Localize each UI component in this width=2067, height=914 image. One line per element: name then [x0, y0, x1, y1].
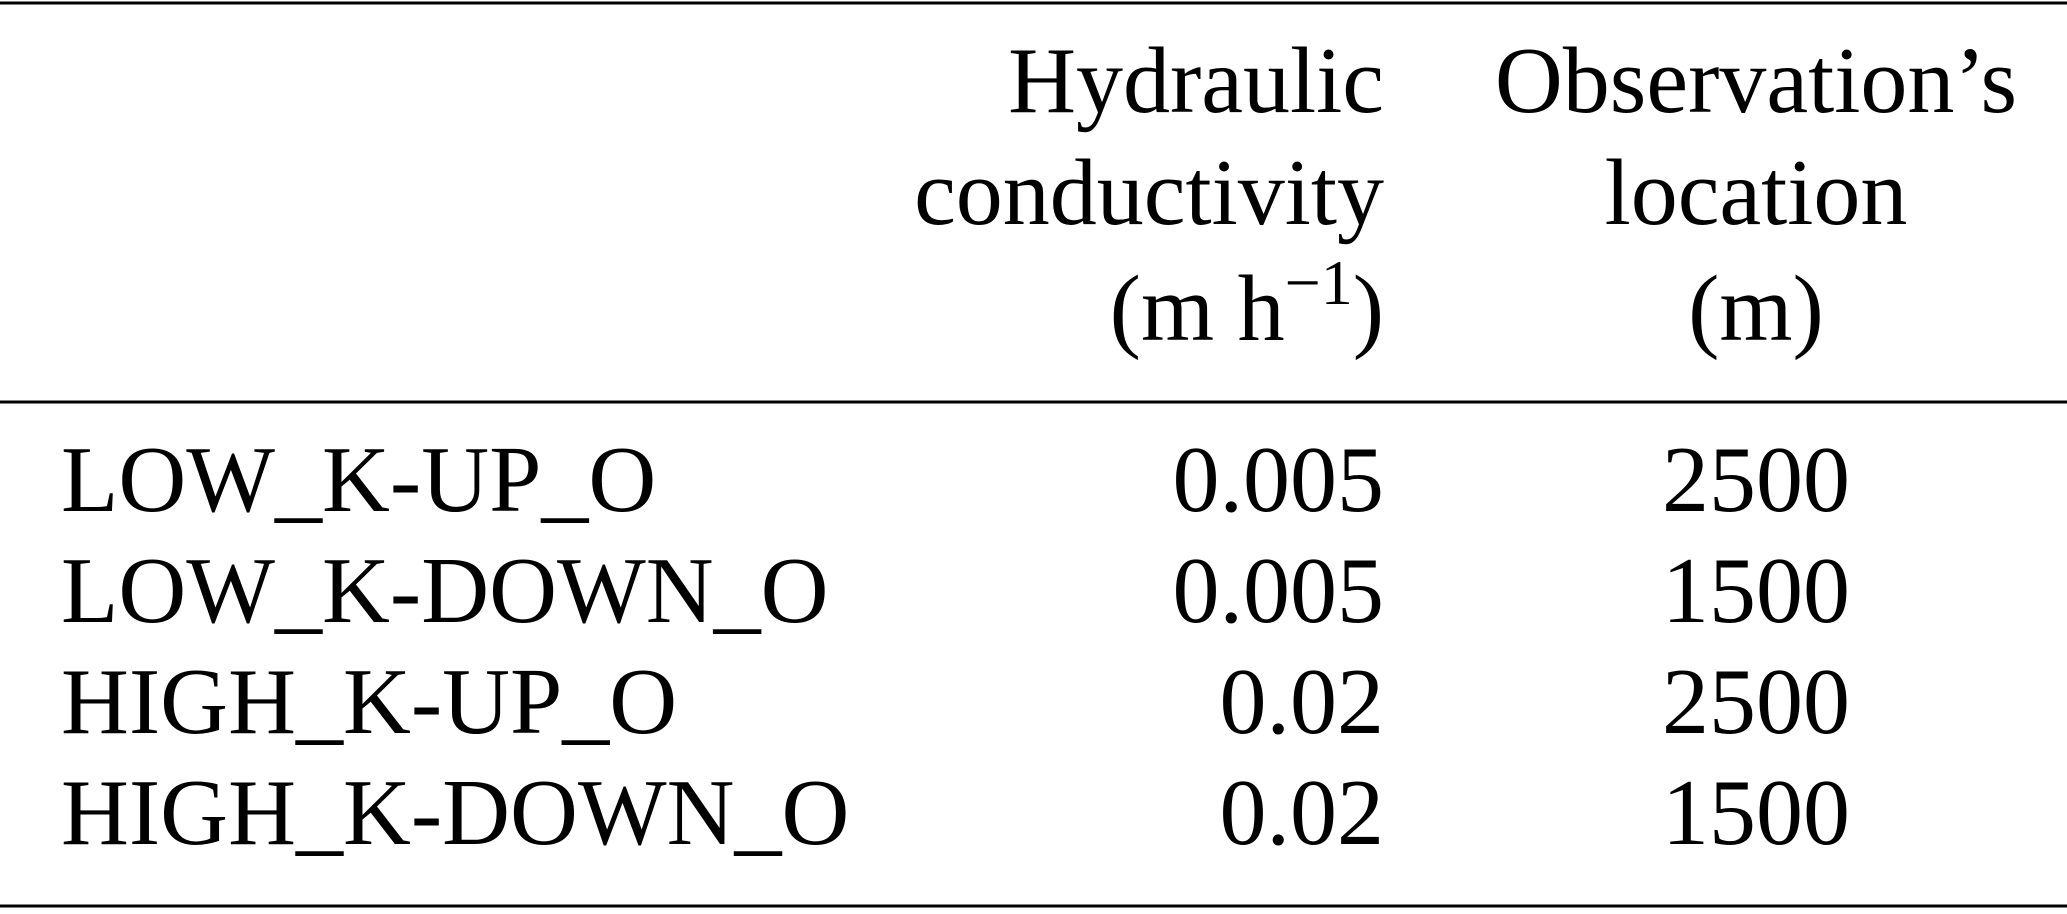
- unit-base: (m h: [1110, 257, 1285, 361]
- unit-label: (m h−1): [1110, 247, 1384, 361]
- header-label: conductivity: [914, 141, 1384, 245]
- header-label: Observation’s: [1495, 29, 2017, 133]
- header-label: Hydraulic: [1008, 29, 1384, 133]
- header-label: (m): [1688, 257, 1824, 361]
- row-label: HIGH_K-DOWN_O: [61, 761, 849, 865]
- cell-value: 2500: [1662, 650, 1850, 754]
- row-label: HIGH_K-UP_O: [61, 650, 677, 754]
- header-label: location: [1605, 141, 1908, 245]
- row-label: LOW_K-UP_O: [61, 428, 656, 532]
- cell-value: 0.005: [1173, 539, 1385, 643]
- row-label: LOW_K-DOWN_O: [61, 539, 828, 643]
- cell-value: 0.005: [1173, 428, 1385, 532]
- cell-value: 1500: [1662, 539, 1850, 643]
- unit-close: ): [1353, 257, 1384, 361]
- cell-value: 2500: [1662, 428, 1850, 532]
- unit-exponent: −1: [1285, 247, 1353, 318]
- cell-value: 0.02: [1220, 761, 1385, 865]
- cell-value: 0.02: [1220, 650, 1385, 754]
- cell-value: 1500: [1662, 761, 1850, 865]
